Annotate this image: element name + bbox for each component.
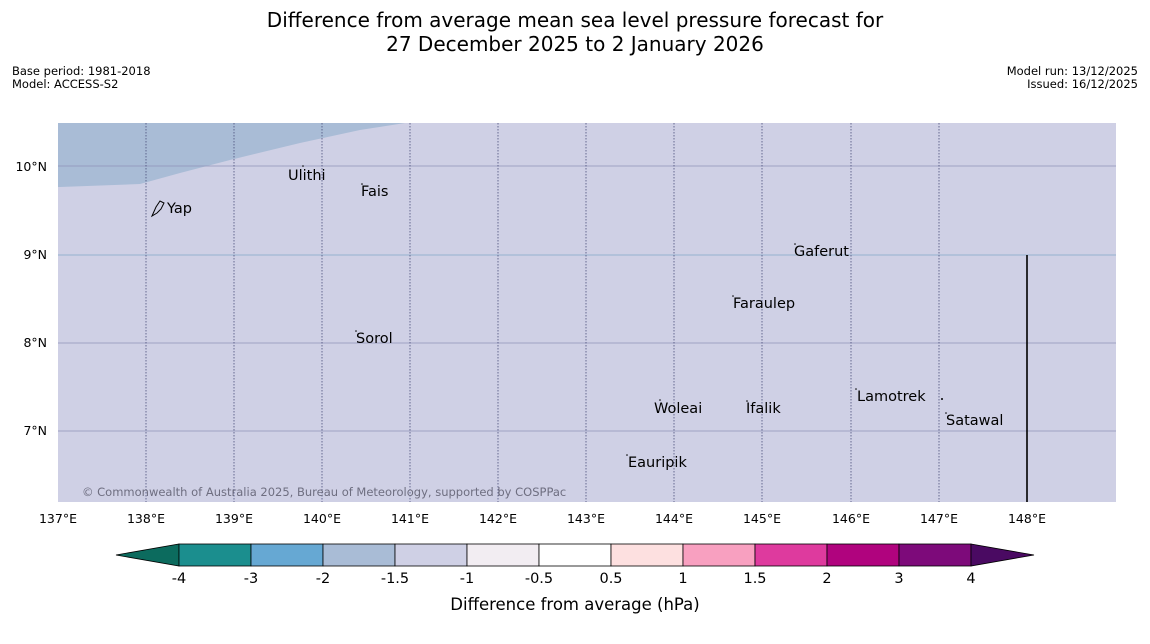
colorbar-segment bbox=[682, 543, 756, 567]
colorbar: -4 -3 -2 -1.5 -1 -0.5 0.5 1 1.5 2 3 4 Di… bbox=[115, 543, 1035, 614]
map-background bbox=[58, 123, 1116, 502]
colorbar-segment bbox=[178, 543, 252, 567]
place-label-ulithi: Ulithi bbox=[288, 168, 326, 184]
lon-label-147e: 147°E bbox=[920, 511, 958, 526]
lat-label-9n: 9°N bbox=[23, 247, 47, 262]
colorbar-tick-label: 1.5 bbox=[743, 571, 766, 587]
lon-label-140e: 140°E bbox=[303, 511, 341, 526]
colorbar-segments bbox=[178, 543, 972, 567]
yap-island-shape bbox=[150, 200, 165, 218]
colorbar-tick-label: 4 bbox=[966, 571, 975, 587]
colorbar-tick-label: -0.5 bbox=[525, 571, 553, 587]
island-dots bbox=[302, 165, 947, 456]
colorbar-segment bbox=[898, 543, 972, 567]
colorbar-segment bbox=[754, 543, 828, 567]
place-label-fais: Fais bbox=[361, 184, 388, 200]
place-label-yap: Yap bbox=[166, 201, 192, 217]
title-line-2: 27 December 2025 to 2 January 2026 bbox=[386, 32, 764, 56]
meta-right: Model run: 13/12/2025 Issued: 16/12/2025 bbox=[1007, 65, 1138, 91]
lon-label-137e: 137°E bbox=[39, 511, 77, 526]
lon-label-146e: 146°E bbox=[832, 511, 870, 526]
lon-label-139e: 139°E bbox=[215, 511, 253, 526]
copyright-notice: © Commonwealth of Australia 2025, Bureau… bbox=[82, 485, 566, 499]
lat-label-10n: 10°N bbox=[15, 159, 47, 174]
low-pressure-region bbox=[58, 123, 405, 187]
colorbar-tick-label: -1 bbox=[460, 571, 474, 587]
base-period: Base period: 1981-2018 bbox=[12, 64, 151, 78]
colorbar-segment bbox=[466, 543, 540, 567]
place-label-sorol: Sorol bbox=[356, 331, 393, 347]
colorbar-tick-label: -2 bbox=[316, 571, 330, 587]
colorbar-tick-label: -4 bbox=[172, 571, 186, 587]
lat-label-7n: 7°N bbox=[23, 423, 47, 438]
lat-label-8n: 8°N bbox=[23, 335, 47, 350]
colorbar-low-extend bbox=[115, 543, 180, 567]
place-label-ifalik: Ifalik bbox=[746, 401, 781, 417]
colorbar-high-extend bbox=[970, 543, 1035, 567]
lon-label-142e: 142°E bbox=[479, 511, 517, 526]
colorbar-segment bbox=[826, 543, 900, 567]
place-label-satawal: Satawal bbox=[946, 413, 1003, 429]
chart-title: Difference from average mean sea level p… bbox=[0, 8, 1150, 56]
colorbar-segment bbox=[610, 543, 684, 567]
lon-label-144e: 144°E bbox=[655, 511, 693, 526]
colorbar-segment bbox=[394, 543, 468, 567]
colorbar-tick-label: 0.5 bbox=[599, 571, 622, 587]
place-label-gaferut: Gaferut bbox=[794, 244, 849, 260]
longitude-gridlines bbox=[145, 123, 940, 502]
colorbar-segment bbox=[250, 543, 324, 567]
colorbar-tick-label: 3 bbox=[894, 571, 903, 587]
colorbar-tick-label: 2 bbox=[822, 571, 831, 587]
model-run: Model run: 13/12/2025 bbox=[1006, 64, 1138, 78]
colorbar-segment bbox=[538, 543, 612, 567]
lon-label-141e: 141°E bbox=[391, 511, 429, 526]
lon-label-148e: 148°E bbox=[1008, 511, 1046, 526]
colorbar-tick-label: 1 bbox=[678, 571, 687, 587]
lon-label-145e: 145°E bbox=[743, 511, 781, 526]
meta-left: Base period: 1981-2018 Model: ACCESS-S2 bbox=[12, 65, 151, 91]
colorbar-tick-label: -1.5 bbox=[381, 571, 409, 587]
lon-label-143e: 143°E bbox=[567, 511, 605, 526]
place-label-lamotrek: Lamotrek bbox=[857, 389, 926, 405]
title-line-1: Difference from average mean sea level p… bbox=[266, 8, 884, 32]
model-name: Model: ACCESS-S2 bbox=[12, 77, 119, 91]
place-label-faraulep: Faraulep bbox=[733, 296, 795, 312]
place-label-eauripik: Eauripik bbox=[628, 455, 687, 471]
colorbar-tick-label: -3 bbox=[244, 571, 258, 587]
place-label-woleai: Woleai bbox=[654, 401, 702, 417]
colorbar-segment bbox=[322, 543, 396, 567]
issued-date: Issued: 16/12/2025 bbox=[1027, 77, 1138, 91]
lon-label-138e: 138°E bbox=[127, 511, 165, 526]
colorbar-label: Difference from average (hPa) bbox=[450, 595, 699, 614]
